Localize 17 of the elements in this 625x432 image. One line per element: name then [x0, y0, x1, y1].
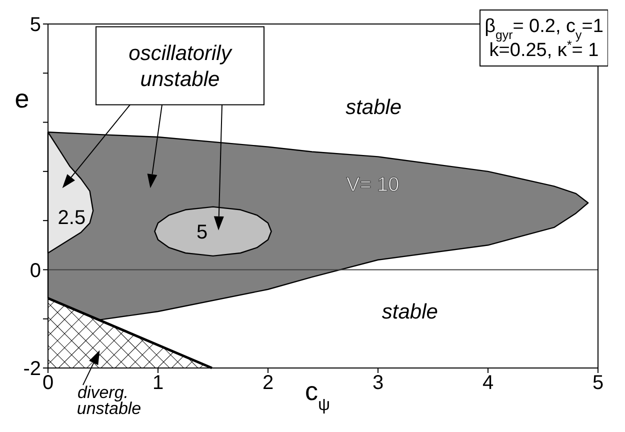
text: diverg. unstable: [76, 383, 142, 418]
x-tick-label: 1: [152, 372, 164, 394]
annotation: stable: [346, 96, 402, 119]
annotation: stable: [382, 300, 438, 324]
x-tick-label: 2: [262, 372, 274, 394]
annotation: oscillatorily unstable: [128, 42, 233, 91]
y-tick-label: 0: [30, 260, 41, 282]
x-tick-label: 4: [482, 372, 494, 394]
series-label: 2.5: [58, 206, 86, 229]
x-tick-label: 5: [592, 372, 604, 394]
x-axis-title: c$_{ψ}$: [304, 376, 330, 414]
x-tick-label: 3: [372, 372, 384, 394]
y-tick-label: 5: [30, 14, 41, 36]
y-tick-label: -2: [23, 358, 41, 380]
y-axis-title: e: [14, 84, 30, 114]
series-label: 5: [196, 221, 208, 244]
series-label: V= 10: [346, 174, 400, 196]
